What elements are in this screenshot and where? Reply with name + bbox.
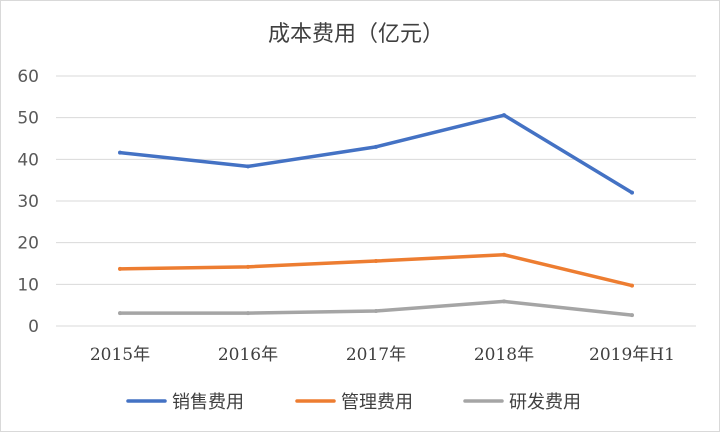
data-point <box>246 264 250 269</box>
data-point <box>374 309 378 313</box>
y-tick-label: 50 <box>17 109 39 129</box>
legend-label: 销售费用 <box>172 392 244 413</box>
x-tick-label: 2019年H1 <box>589 345 675 365</box>
data-point <box>630 283 634 288</box>
data-point <box>630 313 634 318</box>
data-point <box>246 311 250 316</box>
x-tick-label: 2016年 <box>218 345 278 365</box>
chart-title: 成本费用（亿元） <box>268 22 444 47</box>
legend-label: 管理费用 <box>341 392 413 413</box>
data-point <box>374 259 378 263</box>
x-tick-label: 2015年 <box>90 345 150 365</box>
x-tick-label: 2017年 <box>346 345 406 365</box>
data-point <box>374 144 378 149</box>
series-line-2 <box>118 299 634 317</box>
y-tick-label: 0 <box>28 317 39 337</box>
gridlines <box>56 75 696 327</box>
data-point <box>118 266 122 271</box>
data-point <box>502 252 506 257</box>
y-tick-label: 30 <box>17 192 39 212</box>
data-point <box>118 150 122 155</box>
y-tick-label: 10 <box>17 275 39 295</box>
x-axis-ticks: 2015年 2016年 2017年 2018年 2019年H1 <box>90 345 675 365</box>
series-line-0 <box>118 113 634 195</box>
data-point <box>246 164 250 169</box>
y-tick-label: 20 <box>17 234 39 254</box>
series-lines <box>118 113 634 318</box>
x-tick-label: 2018年 <box>474 345 534 365</box>
data-point <box>502 113 506 118</box>
y-axis-ticks: 0 10 20 30 40 50 60 <box>17 67 39 337</box>
legend-label: 研发费用 <box>509 392 581 413</box>
legend: 销售费用 管理费用 研发费用 <box>126 392 581 413</box>
y-tick-label: 40 <box>17 150 39 170</box>
data-point <box>502 299 506 304</box>
y-tick-label: 60 <box>17 67 39 87</box>
data-point <box>118 311 122 316</box>
data-point <box>630 190 634 195</box>
